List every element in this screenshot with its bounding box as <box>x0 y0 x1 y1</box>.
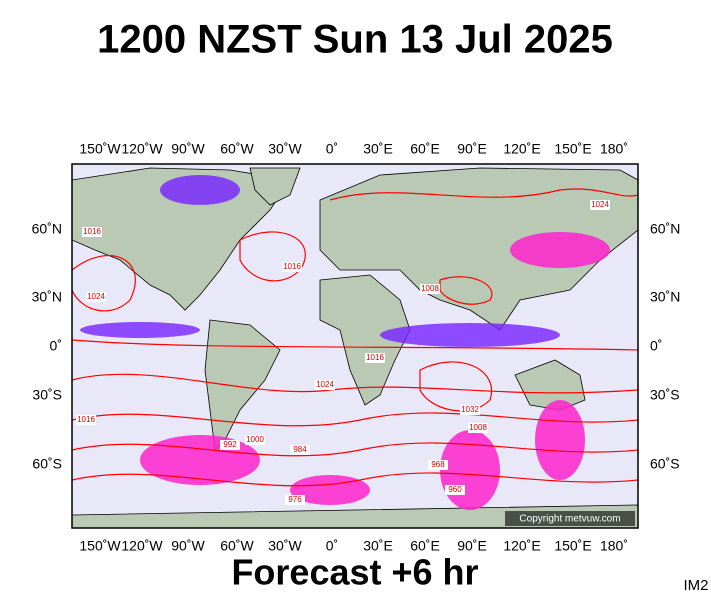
isobar-label: 1000 <box>246 435 264 444</box>
isobar-label-bg <box>282 262 302 272</box>
isobar-label-bg <box>76 415 96 425</box>
latitude-label: 60˚N <box>32 221 62 237</box>
longitude-label: 120˚E <box>503 141 540 157</box>
longitude-label: 0˚ <box>326 538 338 554</box>
isobar <box>72 339 638 351</box>
isobar-label-bg <box>285 495 305 505</box>
isobar <box>72 412 638 427</box>
isobar-label-bg <box>86 292 106 302</box>
isobar <box>72 442 638 457</box>
eurasia <box>319 167 638 331</box>
isobar-label-bg <box>468 423 488 433</box>
isobar-label: 1024 <box>87 292 105 301</box>
isobar-label: 1024 <box>316 380 334 389</box>
rain-area <box>380 323 560 347</box>
image-id: IM2 <box>683 577 708 594</box>
isobar-label-bg <box>590 200 610 210</box>
isobar-label-bg <box>245 435 265 445</box>
longitude-label: 60˚W <box>220 538 254 554</box>
rain-area <box>440 430 500 510</box>
longitude-label: 120˚E <box>503 538 540 554</box>
greenland <box>249 167 301 206</box>
isobar <box>72 472 638 487</box>
isobar <box>439 276 493 305</box>
latitude-label: 30˚S <box>32 387 62 403</box>
rain-area <box>510 232 610 268</box>
isobar-label: 1016 <box>366 353 384 362</box>
isobar-label-bg <box>445 485 465 495</box>
longitude-label: 150˚W <box>79 141 121 157</box>
copyright-box <box>505 511 635 526</box>
latitude-label: 0˚ <box>50 338 62 354</box>
rain-area <box>160 175 240 205</box>
longitude-label: 30˚W <box>268 141 302 157</box>
isobar <box>329 188 638 201</box>
longitude-label: 30˚E <box>363 141 393 157</box>
longitude-label: 90˚E <box>457 141 487 157</box>
longitude-label: 60˚E <box>410 141 440 157</box>
south-america <box>204 319 281 451</box>
latitude-label: 30˚N <box>650 289 680 305</box>
isobar-label: 960 <box>448 485 462 494</box>
longitude-label: 90˚E <box>457 538 487 554</box>
rain-area <box>535 400 585 480</box>
latitude-label: 0˚ <box>650 338 662 354</box>
isobar-label: 976 <box>288 495 302 504</box>
longitude-label: 150˚W <box>79 538 121 554</box>
longitude-label: 60˚W <box>220 141 254 157</box>
isobar-label-bg <box>82 227 102 237</box>
isobar-label-bg <box>315 380 335 390</box>
longitude-label: 60˚E <box>410 538 440 554</box>
isobar-label-bg <box>365 353 385 363</box>
isobar-label-bg <box>220 440 240 450</box>
latitude-label: 60˚S <box>650 456 680 472</box>
isobar-label: 984 <box>293 445 307 454</box>
antarctica <box>72 504 638 528</box>
isobar-label-bg <box>420 284 440 294</box>
africa <box>319 274 411 406</box>
isobar-label: 1016 <box>77 415 95 424</box>
rain-area <box>80 322 200 338</box>
longitude-label: 120˚W <box>121 141 163 157</box>
longitude-label: 150˚E <box>554 141 591 157</box>
longitude-label: 120˚W <box>121 538 163 554</box>
rain-area <box>140 435 260 485</box>
longitude-label: 180˚ <box>600 538 628 554</box>
isobar-label: 992 <box>223 440 237 449</box>
isobar <box>72 254 136 312</box>
longitude-label: 150˚E <box>554 538 591 554</box>
north-america <box>72 167 291 311</box>
latitude-label: 30˚S <box>650 387 680 403</box>
isobar-label: 1024 <box>591 200 609 209</box>
isobar-label: 1008 <box>469 423 487 432</box>
copyright: Copyright metvuw.com <box>519 514 620 525</box>
longitude-label: 180˚ <box>600 141 628 157</box>
longitude-label: 90˚W <box>171 141 205 157</box>
isobar-label: 1008 <box>421 284 439 293</box>
forecast-label: Forecast +6 hr <box>231 552 478 593</box>
latitude-label: 60˚S <box>32 456 62 472</box>
longitude-label: 30˚W <box>268 538 302 554</box>
map-frame <box>71 163 639 529</box>
isobar-label: 1016 <box>83 227 101 236</box>
map <box>72 164 638 528</box>
isobar-label: 1016 <box>283 262 301 271</box>
isobar-label-bg <box>290 445 310 455</box>
rain-area <box>290 475 370 505</box>
latitude-label: 60˚N <box>650 221 680 237</box>
isobar-label-bg <box>428 460 448 470</box>
isobar-label-bg <box>460 405 480 415</box>
isobar <box>419 361 493 412</box>
longitude-label: 0˚ <box>326 141 338 157</box>
australia <box>514 359 586 411</box>
isobar-label: 1032 <box>461 405 479 414</box>
longitude-label: 90˚W <box>171 538 205 554</box>
title: 1200 NZST Sun 13 Jul 2025 <box>97 18 613 62</box>
longitude-label: 30˚E <box>363 538 393 554</box>
latitude-label: 30˚N <box>32 289 62 305</box>
isobar-label: 968 <box>431 460 445 469</box>
